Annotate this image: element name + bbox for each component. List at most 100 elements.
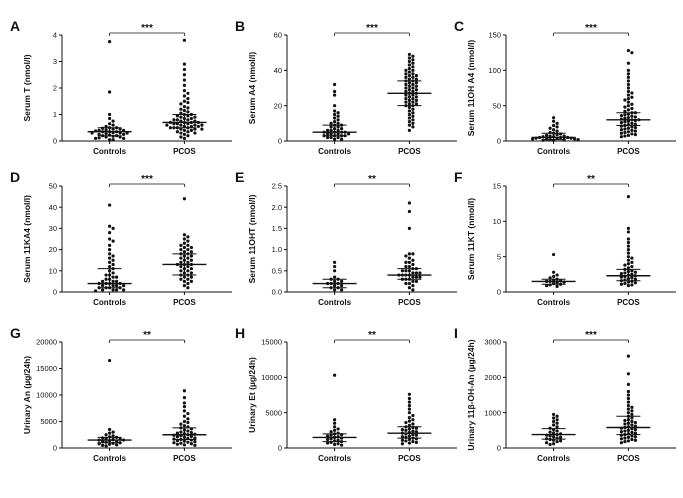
data-point-H-controls bbox=[329, 433, 333, 437]
data-point-B-pcos bbox=[411, 54, 415, 58]
data-point-B-pcos bbox=[411, 75, 415, 79]
data-point-B-pcos bbox=[407, 119, 411, 124]
y-tick-label-H: 15000 bbox=[261, 338, 282, 347]
data-point-A-pcos bbox=[186, 91, 190, 95]
data-point-I-controls bbox=[559, 435, 563, 439]
data-point-A-pcos bbox=[186, 118, 190, 122]
data-point-C-controls bbox=[576, 137, 580, 142]
significance-label-G: ** bbox=[143, 330, 151, 341]
data-point-F-pcos bbox=[626, 251, 631, 255]
data-point-G-pcos bbox=[193, 440, 197, 444]
data-point-F-pcos bbox=[626, 248, 631, 252]
data-point-A-controls bbox=[101, 126, 105, 130]
data-point-G-controls bbox=[111, 430, 115, 434]
data-point-D-pcos bbox=[179, 269, 183, 273]
data-point-I-controls bbox=[552, 419, 556, 424]
data-point-B-pcos bbox=[407, 63, 411, 67]
data-point-D-pcos bbox=[189, 258, 193, 262]
significance-label-B: *** bbox=[366, 23, 378, 34]
y-axis-label-I: Urinary 11β-OH-An (µg/24h) bbox=[466, 339, 476, 450]
data-point-I-pcos bbox=[626, 354, 631, 358]
data-point-C-controls bbox=[555, 121, 559, 125]
data-point-C-pcos bbox=[619, 128, 624, 132]
data-point-B-controls bbox=[336, 114, 340, 118]
data-point-B-pcos bbox=[407, 52, 411, 57]
data-point-I-pcos bbox=[626, 400, 631, 404]
data-point-D-pcos bbox=[182, 197, 186, 201]
data-point-E-controls bbox=[333, 264, 337, 269]
data-point-B-pcos bbox=[407, 77, 411, 81]
data-point-E-pcos bbox=[407, 256, 411, 260]
data-point-D-controls bbox=[111, 279, 115, 283]
y-tick-label-D: 0 bbox=[53, 288, 57, 297]
data-point-B-controls bbox=[333, 82, 337, 87]
data-point-C-pcos bbox=[626, 133, 631, 137]
data-point-B-controls bbox=[333, 93, 337, 97]
data-point-D-controls bbox=[122, 288, 126, 292]
panel-letter-D: D bbox=[10, 169, 20, 185]
data-point-G-controls bbox=[111, 441, 115, 445]
data-point-G-pcos bbox=[182, 405, 186, 409]
data-point-G-pcos bbox=[179, 430, 183, 434]
data-point-H-controls bbox=[326, 441, 330, 445]
data-point-B-pcos bbox=[404, 68, 408, 72]
data-point-D-controls bbox=[108, 243, 112, 247]
data-point-H-pcos bbox=[407, 411, 411, 415]
data-point-B-controls bbox=[336, 135, 340, 140]
data-point-E-pcos bbox=[411, 284, 415, 288]
data-point-B-pcos bbox=[404, 89, 408, 94]
data-point-I-controls bbox=[555, 414, 559, 418]
data-point-I-controls bbox=[555, 425, 559, 429]
x-tick-label-F: Controls bbox=[537, 298, 570, 307]
data-point-I-controls bbox=[552, 423, 556, 427]
data-point-A-pcos bbox=[182, 94, 186, 98]
data-point-H-pcos bbox=[407, 419, 411, 423]
data-point-I-pcos bbox=[630, 434, 634, 438]
data-point-C-pcos bbox=[626, 104, 631, 108]
data-point-B-pcos bbox=[411, 68, 415, 72]
data-point-E-pcos bbox=[407, 264, 411, 269]
data-point-E-pcos bbox=[407, 252, 411, 256]
data-point-E-pcos bbox=[414, 275, 418, 279]
y-axis-label-E: Serum 11OHT (nmol/l) bbox=[247, 194, 257, 283]
panel-letter-F: F bbox=[454, 169, 463, 185]
data-point-I-pcos bbox=[630, 423, 634, 427]
data-point-B-pcos bbox=[404, 75, 408, 79]
data-point-A-pcos bbox=[182, 38, 186, 42]
data-point-A-pcos bbox=[200, 127, 204, 131]
data-point-D-pcos bbox=[186, 256, 190, 260]
data-point-H-pcos bbox=[407, 407, 411, 411]
data-point-D-controls bbox=[115, 279, 119, 283]
data-point-A-pcos bbox=[175, 130, 179, 134]
data-point-A-pcos bbox=[182, 62, 186, 66]
data-point-A-pcos bbox=[186, 100, 190, 105]
data-point-I-pcos bbox=[619, 437, 624, 441]
significance-label-E: ** bbox=[368, 174, 376, 185]
y-tick-label-G: 10000 bbox=[36, 391, 57, 400]
data-point-A-controls bbox=[104, 124, 108, 129]
data-point-F-pcos bbox=[626, 195, 631, 199]
data-point-D-controls bbox=[108, 256, 112, 260]
data-point-A-pcos bbox=[179, 111, 183, 115]
data-point-H-controls bbox=[336, 438, 340, 442]
data-point-E-pcos bbox=[411, 252, 415, 256]
data-point-G-controls bbox=[108, 358, 112, 363]
y-tick-label-B: 60 bbox=[274, 31, 282, 40]
y-tick-label-G: 15000 bbox=[36, 364, 57, 373]
data-point-E-pcos bbox=[407, 226, 411, 230]
data-point-E-pcos bbox=[418, 271, 422, 275]
x-tick-label-I: PCOS bbox=[617, 454, 640, 463]
data-point-A-pcos bbox=[182, 83, 186, 87]
data-point-F-pcos bbox=[626, 244, 631, 248]
y-tick-label-I: 2000 bbox=[484, 373, 501, 382]
y-tick-label-D: 40 bbox=[49, 203, 57, 212]
data-point-A-controls bbox=[94, 136, 98, 140]
data-point-G-pcos bbox=[189, 442, 193, 446]
data-point-G-pcos bbox=[189, 434, 193, 438]
data-point-B-controls bbox=[333, 119, 337, 124]
data-point-H-pcos bbox=[407, 441, 411, 445]
x-tick-label-B: PCOS bbox=[398, 147, 421, 156]
data-point-H-pcos bbox=[414, 440, 418, 444]
panel-letter-H: H bbox=[235, 325, 245, 341]
